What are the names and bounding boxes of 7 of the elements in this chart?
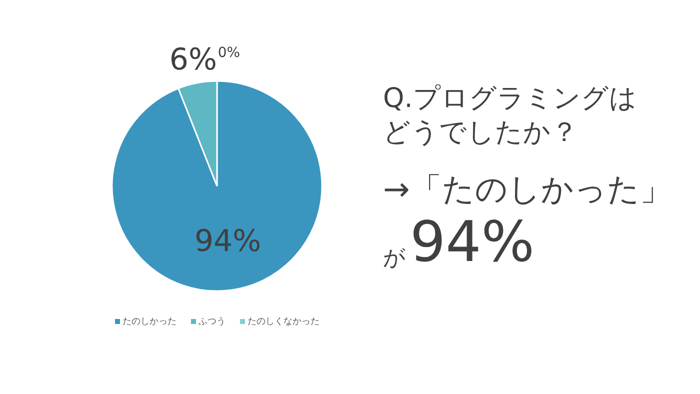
text: が bbox=[383, 245, 406, 273]
legend-label: ふつう bbox=[198, 316, 226, 328]
text: Q.プログラミングはどうでしたか？ bbox=[383, 82, 638, 150]
text: 94% bbox=[410, 210, 534, 275]
legend-label: たのしかった bbox=[122, 316, 176, 328]
legend-label: たのしくなかった bbox=[248, 316, 320, 328]
text: →「たのしかった」 bbox=[383, 170, 672, 208]
